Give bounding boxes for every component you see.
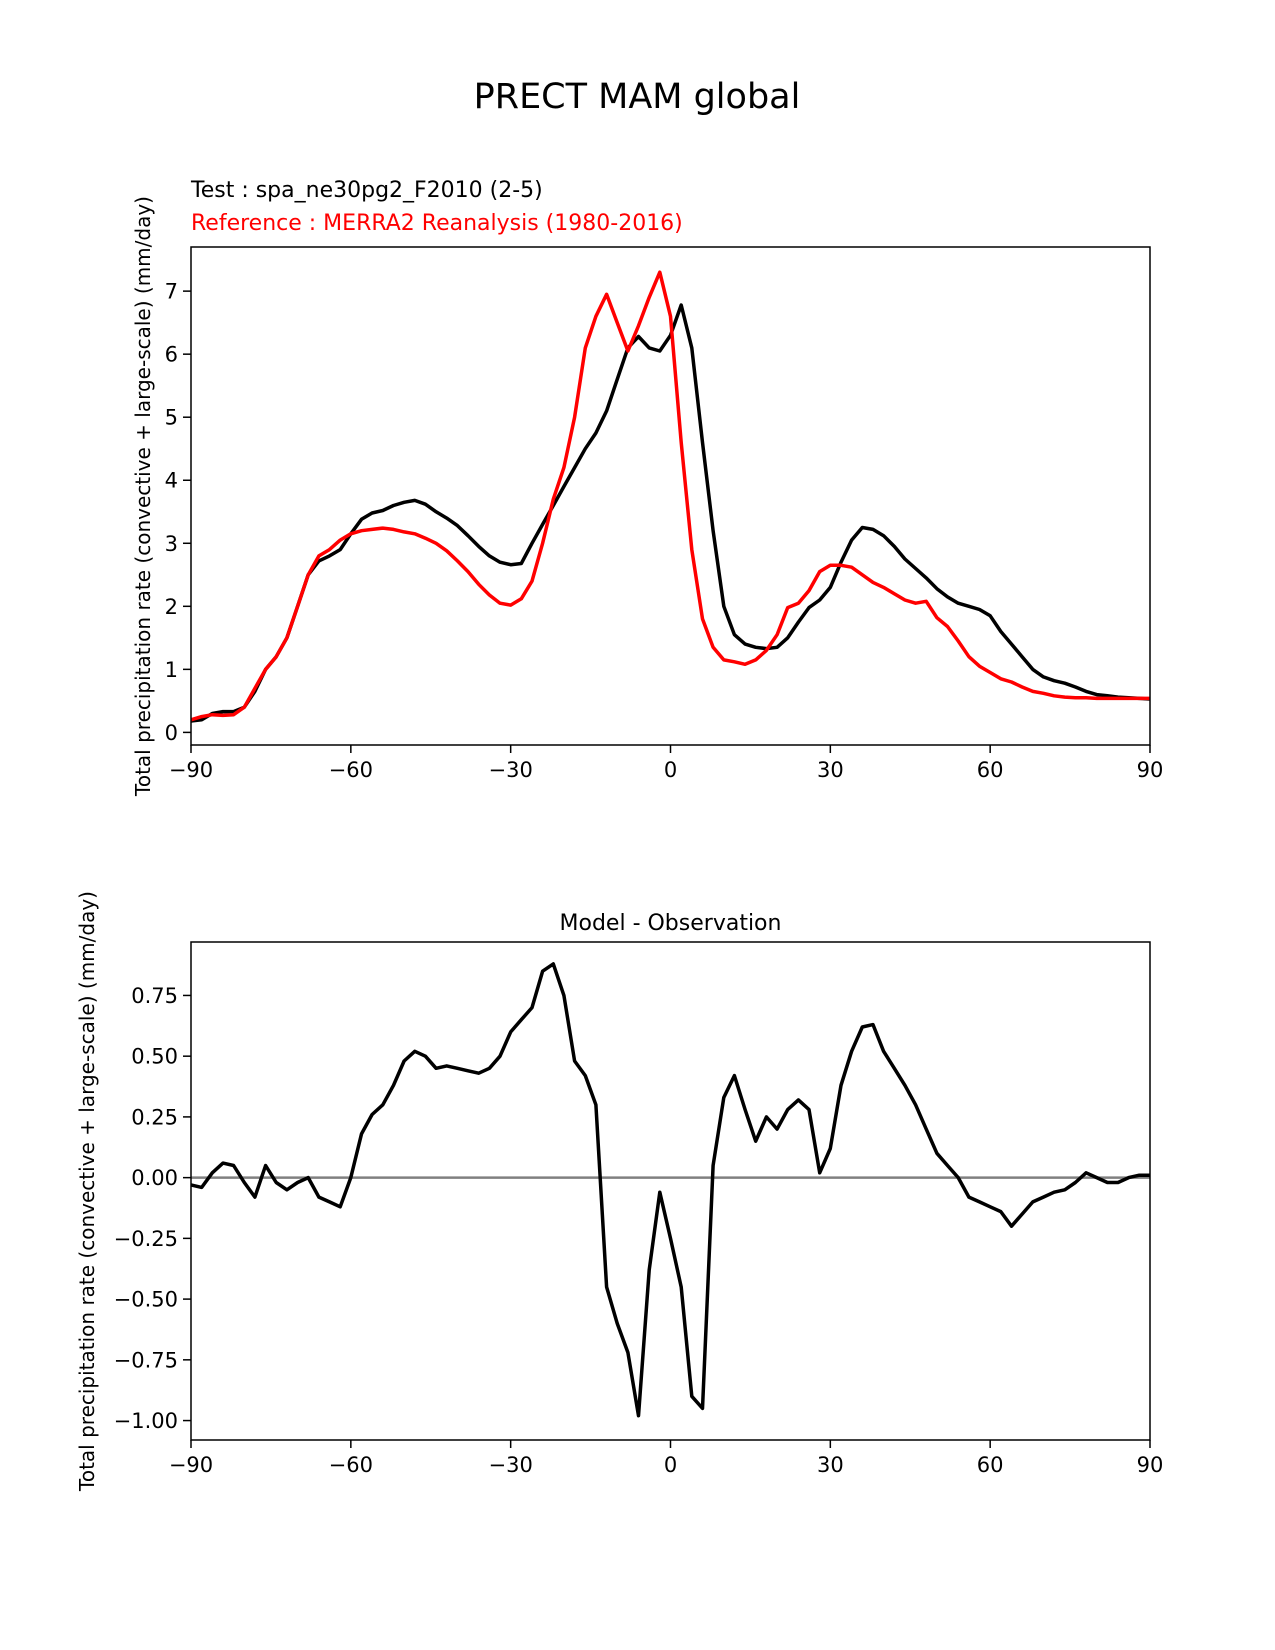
y-tick-label: 0.25 — [131, 1105, 178, 1129]
series-line-reference — [190, 270, 1150, 722]
figure-title: PRECT MAM global — [474, 77, 801, 117]
y-axis-label: Total precipitation rate (convective + l… — [75, 891, 99, 1492]
x-tick-label: 90 — [1137, 758, 1164, 782]
y-tick-label: −0.50 — [114, 1288, 178, 1312]
y-tick-label: 2 — [165, 595, 178, 619]
x-tick-label: 0 — [664, 1453, 677, 1477]
y-tick-label: 0 — [165, 721, 178, 745]
x-tick-label: 60 — [977, 758, 1004, 782]
x-tick-label: 30 — [817, 1453, 844, 1477]
y-tick-label: −1.00 — [114, 1409, 178, 1433]
panel-title: Model - Observation — [560, 911, 782, 936]
y-tick-label: 6 — [165, 343, 178, 367]
x-tick-label: −90 — [169, 1453, 213, 1477]
y-tick-label: 1 — [165, 658, 178, 682]
x-tick-label: 30 — [817, 758, 844, 782]
series-line-test — [190, 962, 1150, 1418]
series-line-test — [190, 303, 1151, 723]
x-tick-label: −30 — [489, 1453, 533, 1477]
y-tick-label: 4 — [165, 469, 178, 493]
y-tick-label: 5 — [165, 406, 178, 430]
y-tick-label: −0.25 — [114, 1227, 178, 1251]
x-tick-label: −30 — [489, 758, 533, 782]
y-tick-label: 3 — [165, 532, 178, 556]
y-tick-label: 0.50 — [131, 1045, 178, 1069]
reference-label: Reference : MERRA2 Reanalysis (1980-2016… — [191, 211, 683, 236]
difference-panel: Model - Observation −90 −60 −30 0 30 60 90 −1.00… — [75, 891, 1163, 1492]
y-tick-label: 0.00 — [131, 1166, 178, 1190]
x-tick-label: 0 — [664, 758, 677, 782]
precipitation-zonal-mean-panel: −90 −60 −30 0 30 60 90 0 1 2 3 4 5 6 7 Total precipitat… — [131, 196, 1163, 797]
y-tick-label: 0.75 — [131, 984, 178, 1008]
y-axis-label: Total precipitation rate (convective + l… — [131, 196, 155, 797]
plot-frame — [190, 941, 1151, 1441]
x-tick-label: −60 — [329, 1453, 373, 1477]
y-tick-label: −0.75 — [114, 1348, 178, 1372]
x-tick-label: −90 — [169, 758, 213, 782]
y-tick-label: 7 — [165, 280, 178, 304]
x-tick-label: 90 — [1137, 1453, 1164, 1477]
x-tick-label: 60 — [977, 1453, 1004, 1477]
test-label: Test : spa_ne30pg2_F2010 (2-5) — [190, 178, 543, 203]
x-tick-label: −60 — [329, 758, 373, 782]
